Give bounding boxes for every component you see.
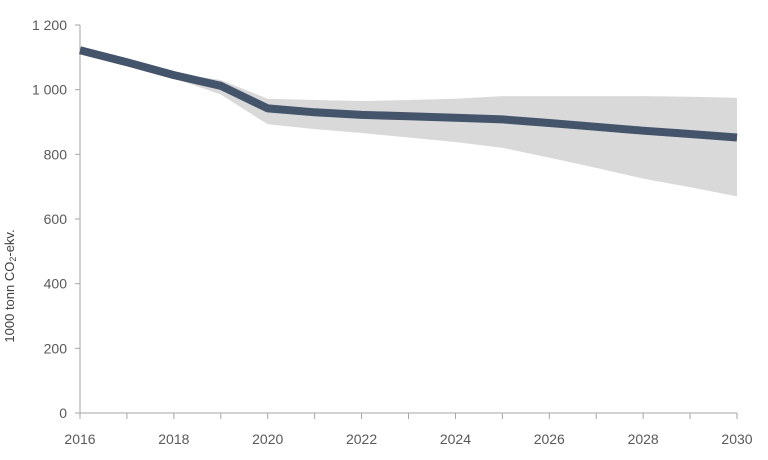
y-tick-label: 1 200 — [32, 17, 67, 33]
uncertainty-band — [80, 49, 737, 197]
y-axis-label-suffix: -ekv. — [2, 229, 17, 257]
emissions-series-line — [79, 46, 738, 142]
x-tick-label: 2022 — [346, 431, 377, 447]
uncertainty-band-layer — [80, 49, 737, 197]
x-tick-label: 2016 — [64, 431, 95, 447]
x-tick-label: 2028 — [628, 431, 659, 447]
x-tick-label: 2018 — [158, 431, 189, 447]
x-tick-label: 2024 — [440, 431, 471, 447]
y-tick-label: 1 000 — [32, 82, 67, 98]
axis-layer — [75, 24, 738, 419]
tick-label-layer: 0 200 400 600 800 1 000 1 200 2016 2018 2020 2022 2… — [32, 17, 753, 447]
y-tick-label: 200 — [44, 340, 68, 356]
y-tick-label: 0 — [59, 405, 67, 421]
x-tick-label: 2030 — [721, 431, 752, 447]
y-axis-label: 1000 tonn CO2-ekv. — [2, 229, 18, 342]
y-tick-label: 800 — [44, 146, 68, 162]
x-tick-label: 2026 — [534, 431, 565, 447]
y-tick-label: 600 — [44, 211, 68, 227]
y-tick-label: 400 — [44, 276, 68, 292]
x-tick-label: 2020 — [252, 431, 283, 447]
y-axis-label-prefix: 1000 tonn CO — [2, 261, 17, 343]
y-axis-label-subscript: 2 — [8, 256, 18, 262]
series-layer — [79, 46, 738, 142]
